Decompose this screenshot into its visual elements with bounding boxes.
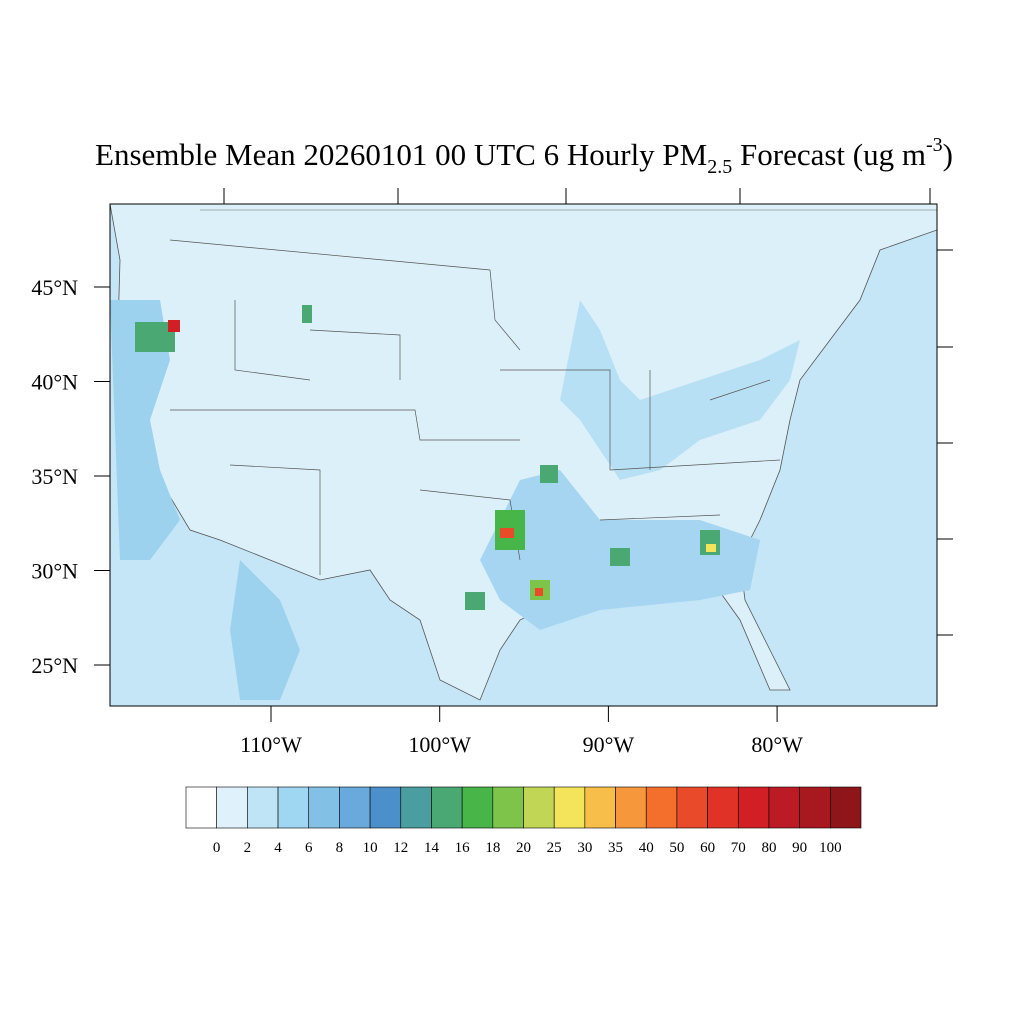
lat-label: 25°N	[31, 653, 78, 678]
title-end: )	[943, 137, 953, 172]
map-title: Ensemble Mean 20260101 00 UTC 6 Hourly P…	[95, 134, 953, 178]
level-label: 14	[424, 840, 440, 856]
level-label: 50	[669, 840, 684, 856]
hotspot	[706, 544, 716, 552]
color-box	[492, 786, 524, 829]
lat-label: 30°N	[31, 559, 78, 584]
hotspot	[168, 320, 180, 332]
level-label: 18	[485, 840, 500, 856]
level-label: 60	[700, 840, 715, 856]
level-label: 10	[363, 840, 378, 856]
color-box	[369, 786, 402, 829]
lat-label: 45°N	[31, 275, 78, 300]
color-box	[737, 786, 770, 829]
color-box	[768, 786, 800, 829]
lon-label: 110°W	[240, 732, 302, 757]
level-label: 4	[274, 840, 282, 856]
level-label: 16	[455, 840, 471, 856]
level-label: 30	[577, 840, 592, 856]
hotspot	[610, 548, 630, 566]
colorbar: 0 2 4 6 8 10 12 14 16 18 20 25 30 35 40 50 60 70 80 90 100	[185, 786, 862, 856]
level-label: 100	[819, 840, 842, 856]
hotspot	[535, 588, 543, 596]
title-sup: -3	[926, 134, 943, 156]
axis-ticks: 45°N 40°N 35°N 30°N 25°N 110°W 100°W 90°W 80°W	[31, 275, 803, 757]
title-rest: Forecast (ug m	[732, 137, 926, 172]
color-box	[584, 786, 616, 829]
level-label: 25	[547, 840, 562, 856]
hotspot	[302, 305, 312, 323]
shade-west	[110, 300, 180, 560]
level-label: 12	[393, 840, 408, 856]
lon-label: 100°W	[408, 732, 471, 757]
hotspot	[465, 592, 485, 610]
lat-label: 40°N	[31, 370, 78, 395]
title-sub: 2.5	[707, 156, 732, 178]
color-box	[707, 786, 739, 829]
level-label: 70	[731, 840, 746, 856]
level-label: 2	[244, 840, 252, 856]
color-box	[645, 786, 678, 829]
level-label: 0	[213, 840, 221, 856]
color-box	[216, 786, 248, 829]
title-main: Ensemble Mean 20260101 00 UTC 6 Hourly P…	[95, 137, 707, 172]
level-label: 35	[608, 840, 623, 856]
frame-ticks	[223, 188, 953, 636]
shade-east	[560, 300, 800, 480]
color-box	[830, 786, 862, 829]
map-area	[109, 188, 953, 707]
shade-baja	[230, 560, 300, 700]
level-label: 20	[516, 840, 531, 856]
lon-label: 80°W	[751, 732, 803, 757]
hotspot	[540, 465, 558, 483]
lon-label: 90°W	[583, 732, 635, 757]
map-frame	[109, 203, 938, 707]
color-box	[461, 786, 494, 829]
color-box	[799, 786, 831, 829]
level-label: 8	[336, 840, 344, 856]
color-box	[247, 786, 279, 829]
color-box	[308, 786, 340, 829]
color-box	[553, 786, 586, 829]
color-box	[676, 786, 708, 829]
level-label: 6	[305, 840, 313, 856]
color-box	[277, 786, 310, 829]
color-box	[431, 786, 463, 829]
level-label: 80	[761, 840, 776, 856]
hotspot	[500, 528, 514, 538]
state-lines	[169, 239, 781, 575]
color-box	[339, 786, 371, 829]
level-label: 40	[639, 840, 654, 856]
level-label: 90	[792, 840, 807, 856]
color-box	[400, 786, 432, 829]
color-box	[615, 786, 647, 829]
color-box	[523, 786, 555, 829]
color-box	[185, 786, 217, 829]
lat-label: 35°N	[31, 464, 78, 489]
